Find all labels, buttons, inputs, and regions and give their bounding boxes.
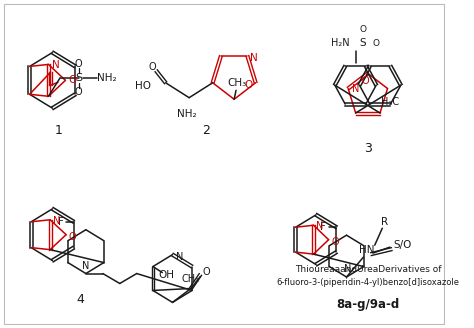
Text: 4: 4	[77, 293, 85, 306]
Text: 6-fluoro-3-(piperidin-4-yl)benzo[d]isoxazole: 6-fluoro-3-(piperidin-4-yl)benzo[d]isoxa…	[276, 278, 459, 287]
Text: S: S	[360, 38, 366, 48]
Text: F: F	[57, 217, 64, 227]
Text: O: O	[75, 59, 82, 70]
Text: NH₂: NH₂	[97, 73, 117, 83]
Text: 8a-g/9a-d: 8a-g/9a-d	[336, 298, 400, 311]
Text: S: S	[75, 73, 82, 83]
Text: CH₃: CH₃	[228, 78, 246, 88]
Text: O: O	[149, 62, 156, 72]
Text: OH: OH	[158, 270, 174, 279]
Text: HO: HO	[135, 81, 151, 91]
Text: NH₂: NH₂	[177, 109, 197, 119]
Text: O: O	[361, 76, 369, 86]
Text: N: N	[53, 216, 60, 226]
Text: HN: HN	[359, 245, 375, 255]
Text: N: N	[52, 60, 60, 71]
Text: N: N	[352, 84, 359, 93]
Text: H₂N: H₂N	[331, 38, 350, 48]
Text: O: O	[69, 232, 76, 242]
Text: CH₃: CH₃	[181, 274, 199, 283]
Text: O: O	[373, 39, 380, 48]
Text: N: N	[344, 264, 351, 274]
Text: O: O	[244, 80, 252, 90]
Text: N: N	[317, 221, 324, 231]
Text: O: O	[69, 75, 77, 85]
Text: N: N	[250, 53, 258, 63]
Text: 1: 1	[55, 124, 63, 137]
Text: O: O	[331, 237, 339, 247]
Text: N: N	[176, 252, 184, 262]
Text: 2: 2	[202, 124, 210, 137]
Text: N: N	[82, 260, 90, 271]
Text: F: F	[320, 222, 326, 232]
Text: O: O	[202, 267, 210, 277]
Text: 3: 3	[364, 142, 372, 154]
Text: S/O: S/O	[394, 240, 412, 250]
Text: O: O	[75, 87, 82, 97]
Text: H₃C: H₃C	[381, 97, 400, 108]
Text: O: O	[360, 25, 366, 34]
Text: R: R	[381, 217, 388, 227]
Text: ThioureaaandUreaDerivatives of: ThioureaaandUreaDerivatives of	[294, 265, 441, 274]
